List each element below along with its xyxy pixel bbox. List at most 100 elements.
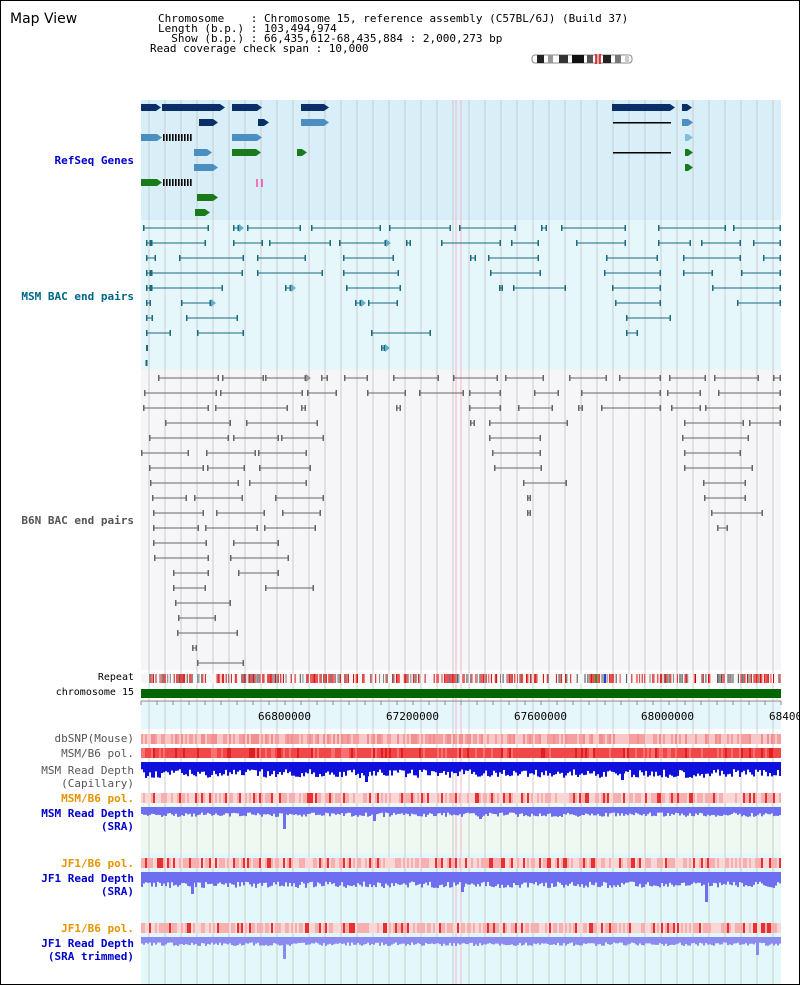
refseq-genes-label[interactable]: RefSeq Genes xyxy=(54,154,134,167)
depth-bar xyxy=(409,762,411,774)
pol-cell xyxy=(417,748,419,758)
chromosome-ideogram[interactable] xyxy=(531,54,633,64)
gene-feature xyxy=(199,119,213,126)
bac-end-marker xyxy=(146,285,148,291)
repeat-element xyxy=(275,674,277,683)
depth-bar xyxy=(363,872,365,882)
msm-b6-pol-label[interactable]: MSM/B6 pol. xyxy=(61,747,134,760)
repeat-element xyxy=(355,674,357,683)
gene-exon xyxy=(187,134,189,141)
pol-cell xyxy=(217,734,219,744)
depth-bar xyxy=(165,807,167,816)
depth-bar xyxy=(679,937,681,943)
depth-bar xyxy=(201,937,203,944)
pol-cell xyxy=(769,748,771,758)
depth-bar xyxy=(281,872,283,886)
depth-bar xyxy=(777,872,779,883)
pol-cell xyxy=(437,793,439,803)
pol-cell xyxy=(243,793,245,803)
depth-spike xyxy=(705,872,708,902)
depth-bar xyxy=(523,807,525,817)
depth-bar xyxy=(481,872,483,883)
gene-strand-arrow xyxy=(220,104,225,111)
pol-cell xyxy=(705,923,707,933)
pol-cell xyxy=(205,734,207,744)
pol-cell xyxy=(589,858,591,868)
bac-end-marker xyxy=(453,375,455,381)
jf1-read-depth-sra-label[interactable]: JF1 Read Depth (SRA) xyxy=(41,872,134,898)
depth-bar xyxy=(745,762,747,775)
depth-bar xyxy=(749,807,751,817)
jf1-b6-pol-label[interactable]: JF1/B6 pol. xyxy=(61,857,134,870)
depth-bar xyxy=(397,872,399,885)
pol-cell xyxy=(585,734,587,744)
pol-cell xyxy=(409,748,411,758)
depth-bar xyxy=(721,807,723,816)
pol-cell xyxy=(259,748,261,758)
pol-cell xyxy=(543,923,545,933)
pol-cell xyxy=(345,734,347,744)
pol-cell xyxy=(297,734,299,744)
pol-cell xyxy=(293,734,295,744)
depth-bar xyxy=(151,762,153,778)
pol-cell xyxy=(529,748,531,758)
jf1-b6-pol-trimmed-label[interactable]: JF1/B6 pol. xyxy=(61,922,134,935)
repeat-element xyxy=(363,674,365,683)
msm-bac-end-pairs-label[interactable]: MSM BAC end pairs xyxy=(21,290,134,303)
pol-cell xyxy=(375,858,377,868)
pol-cell xyxy=(587,748,589,758)
depth-bar xyxy=(533,937,535,944)
pol-cell xyxy=(155,858,157,868)
pol-cell xyxy=(359,923,361,933)
depth-bar xyxy=(297,807,299,816)
pol-cell xyxy=(165,858,167,868)
depth-bar xyxy=(301,872,303,882)
pol-cell xyxy=(739,748,741,758)
pol-cell xyxy=(763,923,765,933)
dbsnp-label[interactable]: dbSNP(Mouse) xyxy=(54,732,134,745)
b6n-bac-end-pairs-label[interactable]: B6N BAC end pairs xyxy=(21,514,134,527)
repeat-element xyxy=(333,674,335,683)
depth-bar xyxy=(699,762,701,776)
pol-cell xyxy=(285,734,287,744)
pol-cell xyxy=(725,748,727,758)
repeat-element xyxy=(169,674,171,683)
depth-bar xyxy=(173,937,175,946)
msm-read-depth-sra-label[interactable]: MSM Read Depth (SRA) xyxy=(41,807,134,833)
bac-end-marker xyxy=(185,495,187,501)
pol-cell xyxy=(185,923,187,933)
pol-cell xyxy=(601,923,603,933)
pol-cell xyxy=(627,793,629,803)
pol-cell xyxy=(713,858,715,868)
msm-b6-pol-sra-label[interactable]: MSM/B6 pol. xyxy=(61,792,134,805)
depth-bar xyxy=(369,937,371,946)
depth-bar xyxy=(395,762,397,771)
pol-cell xyxy=(533,858,535,868)
pol-cell xyxy=(433,734,435,744)
jf1-read-depth-trimmed-label[interactable]: JF1 Read Depth (SRA trimmed) xyxy=(41,937,134,963)
pol-cell xyxy=(521,793,523,803)
pol-cell xyxy=(557,923,559,933)
depth-bar xyxy=(181,807,183,816)
msm-read-depth-capillary-label[interactable]: MSM Read Depth (Capillary) xyxy=(41,764,134,790)
pol-cell xyxy=(205,858,207,868)
gene-exon xyxy=(190,134,192,141)
pol-cell xyxy=(775,734,777,744)
depth-bar xyxy=(733,762,735,770)
pol-cell xyxy=(321,793,323,803)
depth-bar xyxy=(291,807,293,815)
depth-bar xyxy=(429,872,431,882)
pol-cell xyxy=(209,748,211,758)
depth-bar xyxy=(673,762,675,778)
pol-cell xyxy=(257,923,259,933)
depth-bar xyxy=(285,872,287,883)
repeat-element xyxy=(644,674,646,683)
pol-cell xyxy=(633,748,635,758)
pol-cell xyxy=(233,734,235,744)
bac-end-marker xyxy=(619,375,621,381)
depth-bar xyxy=(607,807,609,817)
gene-feature xyxy=(232,104,257,111)
depth-bar xyxy=(219,762,221,773)
repeat-element xyxy=(337,674,339,683)
